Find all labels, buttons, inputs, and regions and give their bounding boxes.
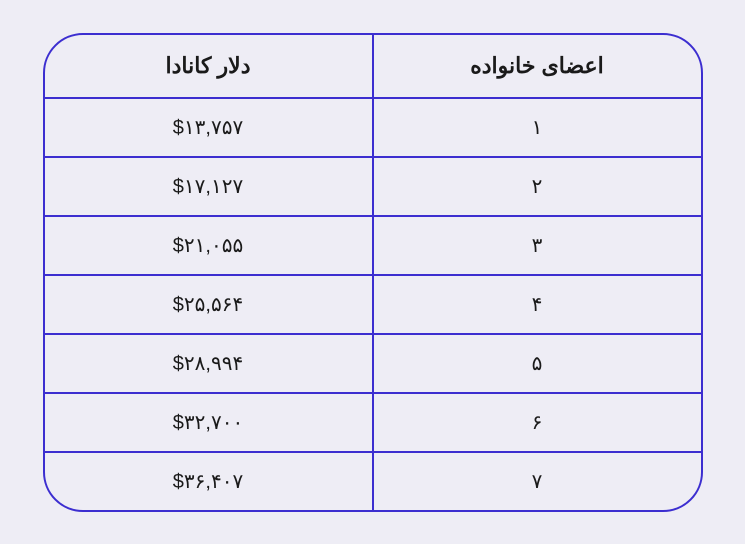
- cell-cad: $۳۶,۴۰۷: [45, 452, 373, 510]
- cell-members: ۴: [373, 275, 701, 334]
- table-header-row: اعضای خانواده دلار کانادا: [45, 35, 701, 98]
- cell-members: ۱: [373, 98, 701, 157]
- cell-members: ۵: [373, 334, 701, 393]
- cell-cad: $۱۳,۷۵۷: [45, 98, 373, 157]
- table-row: ۷ $۳۶,۴۰۷: [45, 452, 701, 510]
- table-row: ۳ $۲۱,۰۵۵: [45, 216, 701, 275]
- funds-table-container: اعضای خانواده دلار کانادا ۱ $۱۳,۷۵۷ ۲ $۱…: [43, 33, 703, 512]
- cell-members: ۲: [373, 157, 701, 216]
- funds-table: اعضای خانواده دلار کانادا ۱ $۱۳,۷۵۷ ۲ $۱…: [45, 35, 701, 510]
- column-header-cad: دلار کانادا: [45, 35, 373, 98]
- cell-members: ۳: [373, 216, 701, 275]
- cell-cad: $۲۵,۵۶۴: [45, 275, 373, 334]
- table-row: ۱ $۱۳,۷۵۷: [45, 98, 701, 157]
- table-header: اعضای خانواده دلار کانادا: [45, 35, 701, 98]
- table-row: ۵ $۲۸,۹۹۴: [45, 334, 701, 393]
- cell-cad: $۱۷,۱۲۷: [45, 157, 373, 216]
- cell-cad: $۳۲,۷۰۰: [45, 393, 373, 452]
- table-row: ۴ $۲۵,۵۶۴: [45, 275, 701, 334]
- cell-cad: $۲۱,۰۵۵: [45, 216, 373, 275]
- cell-members: ۷: [373, 452, 701, 510]
- table-row: ۶ $۳۲,۷۰۰: [45, 393, 701, 452]
- table-row: ۲ $۱۷,۱۲۷: [45, 157, 701, 216]
- cell-members: ۶: [373, 393, 701, 452]
- cell-cad: $۲۸,۹۹۴: [45, 334, 373, 393]
- column-header-members: اعضای خانواده: [373, 35, 701, 98]
- table-body: ۱ $۱۳,۷۵۷ ۲ $۱۷,۱۲۷ ۳ $۲۱,۰۵۵ ۴ $۲۵,۵۶۴ …: [45, 98, 701, 510]
